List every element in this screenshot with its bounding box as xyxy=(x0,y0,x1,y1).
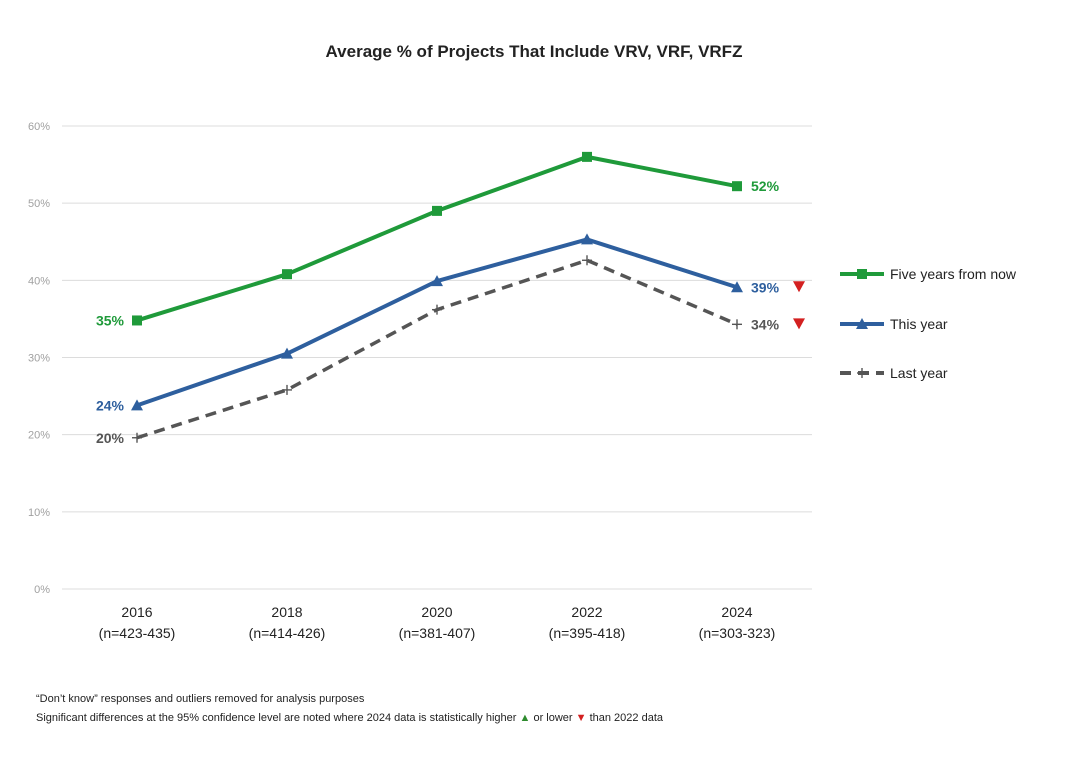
legend-label: This year xyxy=(890,316,948,332)
data-label-last-this-year: 39% xyxy=(751,279,780,295)
data-point-this-year xyxy=(581,233,593,245)
data-point-five-years-from-now xyxy=(282,269,292,280)
y-tick-label: 30% xyxy=(28,353,50,365)
footnotes: “Don’t know” responses and outliers remo… xyxy=(36,690,663,728)
x-tick-sublabel: (n=414-426) xyxy=(249,625,326,641)
x-tick-label: 2016 xyxy=(121,604,152,620)
legend-item-this-year: This year xyxy=(840,316,948,332)
triangle-up-icon: ▲ xyxy=(519,712,531,724)
data-label-first-last-year: 20% xyxy=(96,430,125,446)
data-point-last-year xyxy=(432,304,442,315)
x-axis: 2016 (n=423-435) 2018 (n=414-426) 2020 (n=381… xyxy=(99,604,776,641)
data-label-last-last-year: 34% xyxy=(751,316,780,332)
data-point-this-year xyxy=(131,399,143,411)
series-this-year: 24% 39% xyxy=(96,233,805,413)
legend-marker-five-years-from-now xyxy=(857,269,867,279)
legend-item-five-years-from-now: Five years from now xyxy=(840,266,1017,282)
x-tick-label: 2018 xyxy=(271,604,302,620)
footnote-2-text-before: Significant differences at the 95% confi… xyxy=(36,712,517,724)
x-tick-sublabel: (n=381-407) xyxy=(399,625,476,641)
footnote-2-text-after: than 2022 data xyxy=(589,712,663,724)
y-tick-label: 60% xyxy=(28,121,50,133)
data-point-this-year xyxy=(431,275,443,287)
y-tick-label: 20% xyxy=(28,430,50,442)
y-tick-label: 40% xyxy=(28,275,50,287)
x-tick-sublabel: (n=303-323) xyxy=(699,625,776,641)
significance-down-icon xyxy=(793,281,805,293)
y-tick-label: 0% xyxy=(34,584,50,596)
x-tick-sublabel: (n=423-435) xyxy=(99,625,176,641)
data-point-last-year xyxy=(582,255,592,266)
significance-down-icon xyxy=(793,318,805,330)
footnote-1: “Don’t know” responses and outliers remo… xyxy=(36,693,365,705)
series-line-five-years-from-now xyxy=(136,154,738,323)
data-point-five-years-from-now xyxy=(732,181,742,192)
series-five-years-from-now: 35% 52% xyxy=(96,151,780,328)
legend: Five years from now This year Last year xyxy=(840,266,1017,381)
data-point-this-year xyxy=(281,347,293,359)
data-label-last-five-years-from-now: 52% xyxy=(751,178,780,194)
series-line-this-year xyxy=(136,237,738,408)
data-point-last-year xyxy=(732,319,742,330)
series-layer: 35% 52% 24% 39% 20% 34% xyxy=(96,151,805,446)
y-tick-label: 50% xyxy=(28,198,50,210)
legend-label: Five years from now xyxy=(890,266,1017,282)
series-last-year: 20% 34% xyxy=(96,255,805,446)
x-tick-sublabel: (n=395-418) xyxy=(549,625,626,641)
x-tick-label: 2024 xyxy=(721,604,752,620)
data-point-five-years-from-now xyxy=(582,151,592,162)
data-point-five-years-from-now xyxy=(132,315,142,326)
legend-marker-this-year xyxy=(856,318,868,329)
data-label-first-five-years-from-now: 35% xyxy=(96,312,125,328)
data-point-this-year xyxy=(731,281,743,293)
legend-label: Last year xyxy=(890,365,948,381)
chart-title: Average % of Projects That Include VRV, … xyxy=(326,42,743,61)
triangle-down-icon: ▼ xyxy=(575,712,587,724)
x-tick-label: 2020 xyxy=(421,604,452,620)
footnote-2: Significant differences at the 95% confi… xyxy=(36,709,663,728)
data-label-first-this-year: 24% xyxy=(96,397,125,413)
legend-item-last-year: Last year xyxy=(840,365,948,381)
data-point-last-year xyxy=(282,384,292,395)
grid-layer: 0% 10% 20% 30% 40% 50% 60% xyxy=(28,121,812,596)
data-point-last-year xyxy=(132,432,142,443)
footnote-2-text-middle: or lower xyxy=(533,712,573,724)
series-line-last-year xyxy=(136,258,738,440)
y-tick-label: 10% xyxy=(28,507,50,519)
x-tick-label: 2022 xyxy=(571,604,602,620)
data-point-five-years-from-now xyxy=(432,205,442,216)
legend-marker-last-year xyxy=(857,368,867,378)
